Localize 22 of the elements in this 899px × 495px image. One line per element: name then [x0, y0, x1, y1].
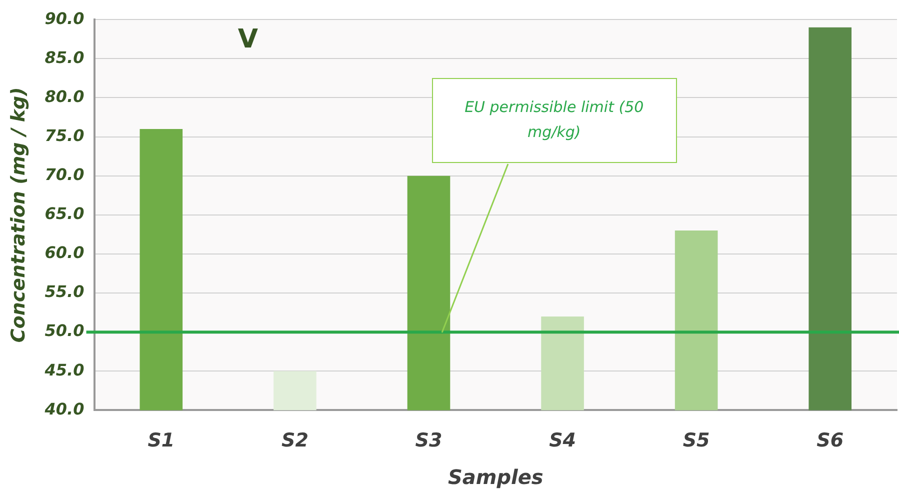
- y-tick-label: 65.0: [44, 204, 84, 224]
- y-tick-label: 90.0: [44, 8, 84, 28]
- x-tick-label: S1: [148, 430, 175, 452]
- y-tick-label: 70.0: [44, 164, 84, 184]
- y-tick-label: 80.0: [44, 86, 84, 106]
- chart-title: V: [238, 24, 258, 54]
- x-tick-label: S5: [682, 430, 710, 452]
- y-tick-label: 40.0: [44, 399, 84, 418]
- y-tick-label: 60.0: [44, 243, 84, 262]
- y-tick-label: 50.0: [44, 321, 84, 340]
- y-tick-label: 45.0: [44, 360, 84, 380]
- y-tick-label: 85.0: [44, 48, 84, 67]
- x-axis-title: Samples: [448, 465, 544, 490]
- y-tick-label: 75.0: [44, 126, 84, 145]
- x-tick-label: S2: [282, 430, 308, 452]
- x-tick-label: S3: [415, 430, 442, 452]
- ref-line-label: EU permissible limit (50 mg/kg): [464, 97, 644, 144]
- x-tick-label: S4: [549, 430, 576, 452]
- x-tick-label: S6: [816, 430, 844, 452]
- callout-box: EU permissible limit (50 mg/kg): [432, 78, 678, 332]
- y-tick-label: 55.0: [44, 282, 84, 302]
- y-axis-title: Concentration (mg / kg): [7, 87, 30, 343]
